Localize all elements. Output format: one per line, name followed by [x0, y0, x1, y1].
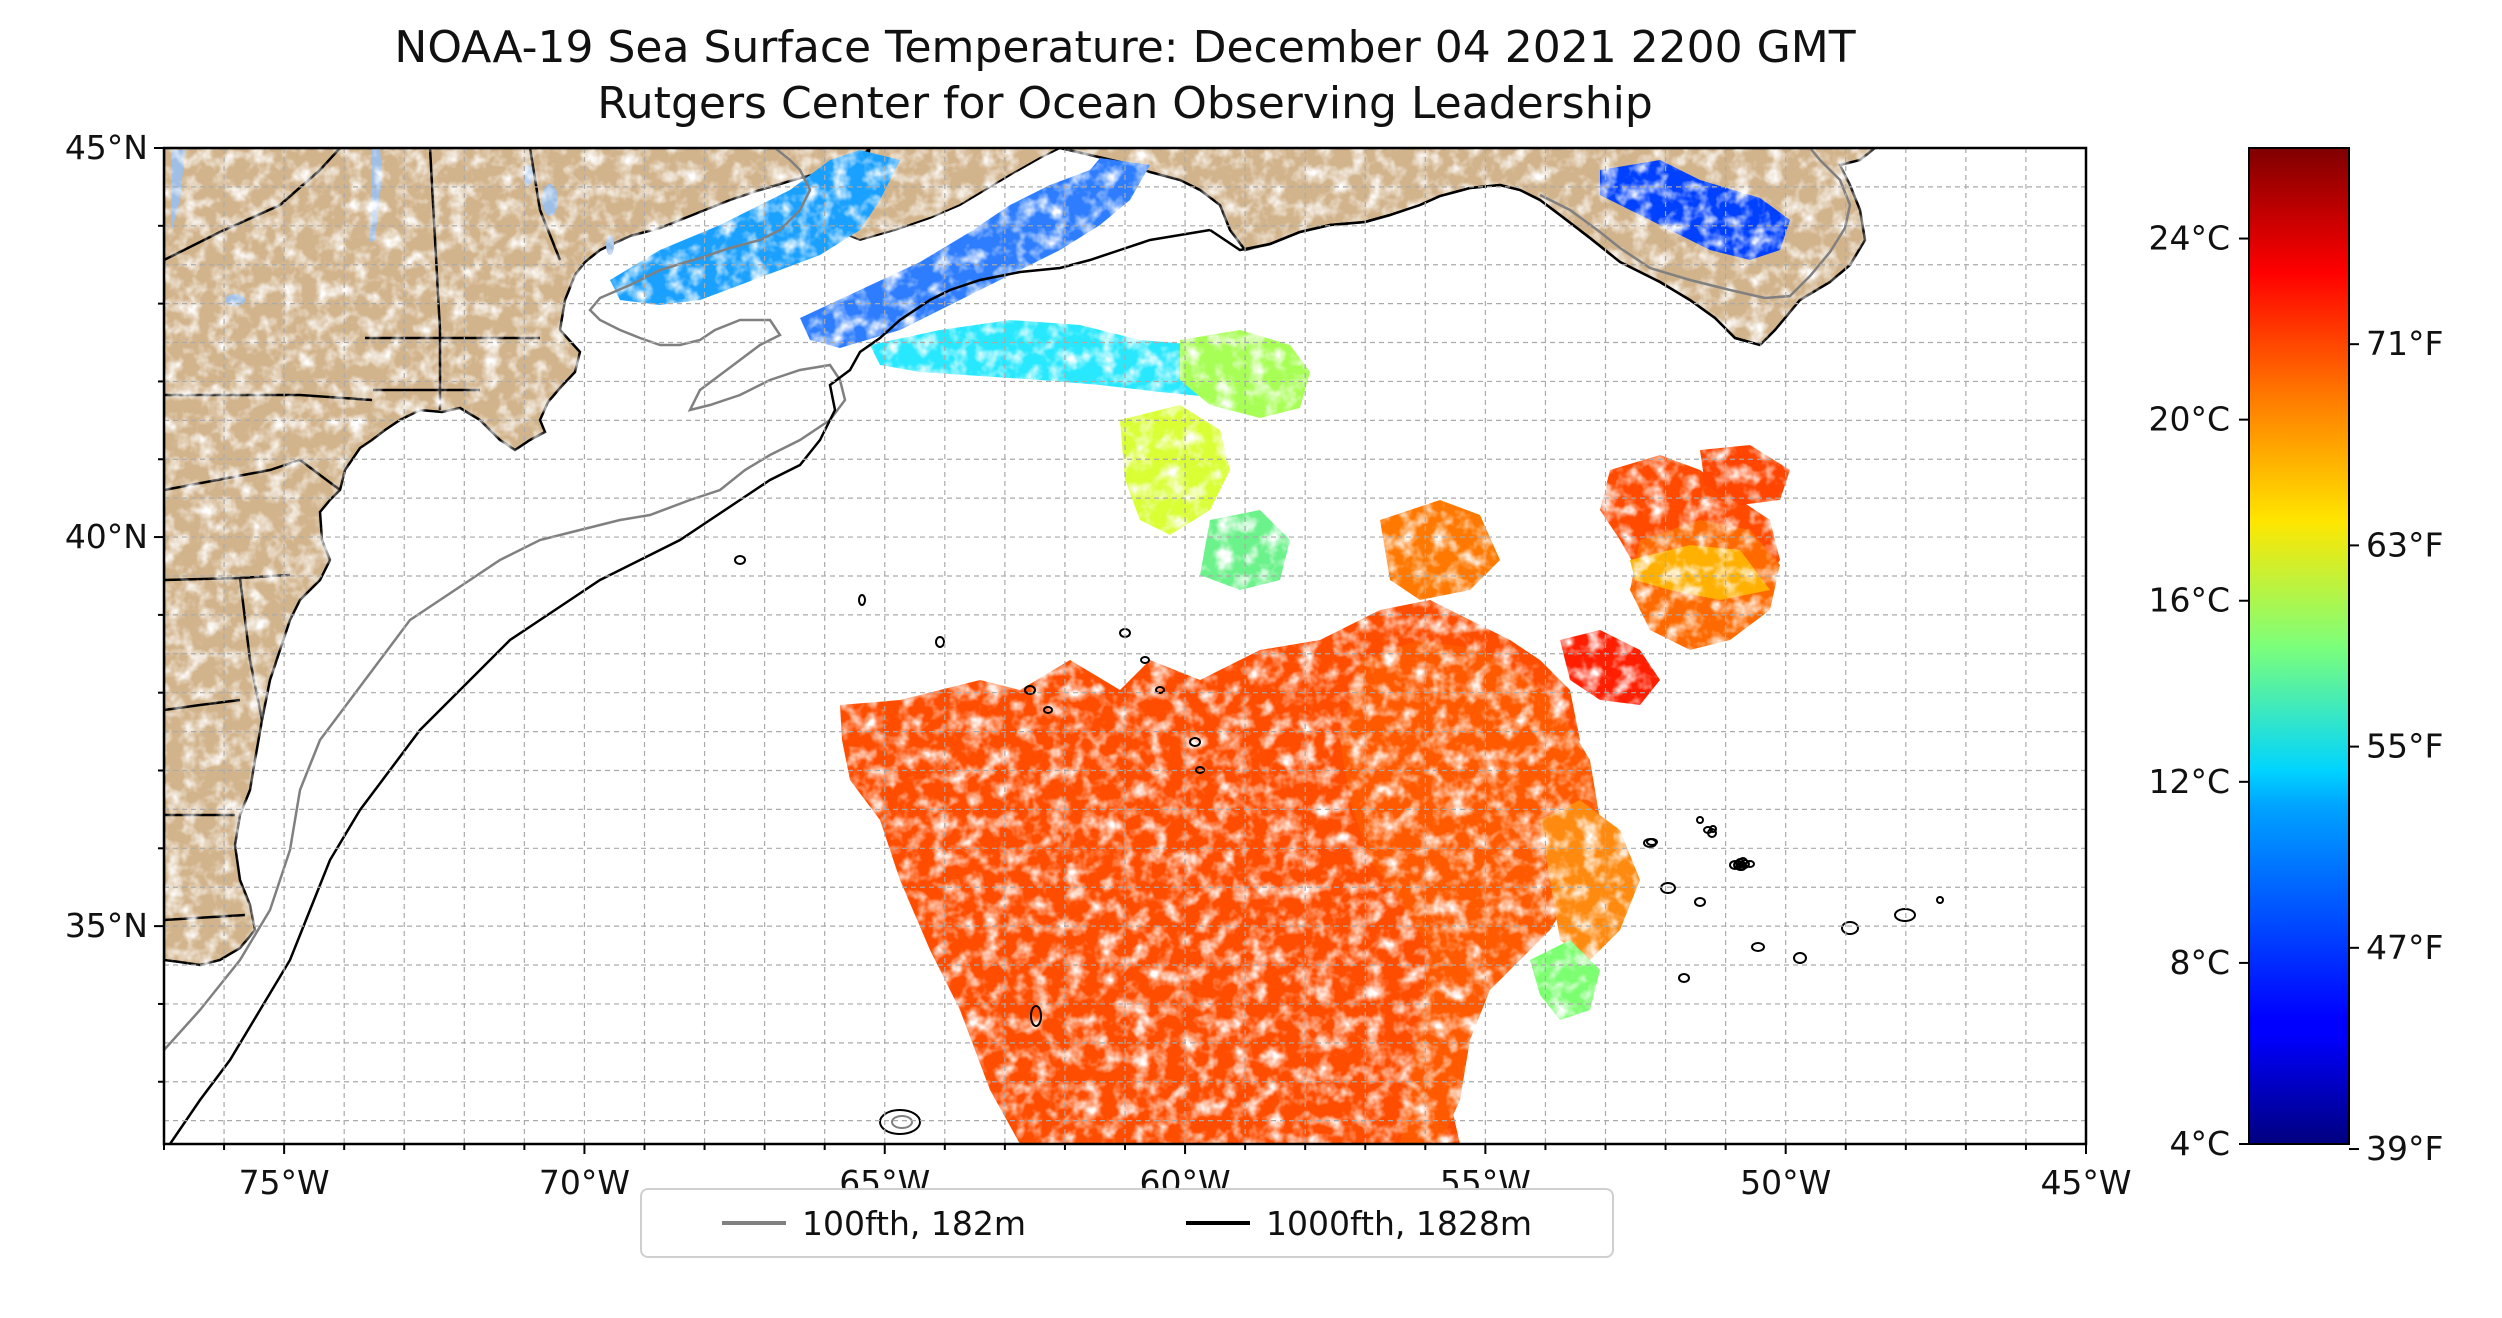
legend-entry-100fth: 100fth, 182m: [722, 1204, 1026, 1243]
colorbar-gradient: [2248, 147, 2350, 1145]
celsius-tick-label: 4°C: [2169, 1124, 2230, 1163]
fahrenheit-tick-label: 47°F: [2366, 928, 2443, 967]
colorbar-fahrenheit-ticks: 71°F 63°F 55°F 47°F 39°F: [2349, 324, 2443, 1168]
map-area: [164, 148, 2086, 1144]
contour-100fth-east: [1539, 148, 1852, 300]
title-line-2: Rutgers Center for Ocean Observing Leade…: [597, 78, 1653, 129]
figure-title: NOAA-19 Sea Surface Temperature: Decembe…: [164, 20, 2086, 132]
gridlines: [164, 148, 2086, 1144]
legend-label-100fth: 100fth, 182m: [802, 1203, 1026, 1243]
celsius-tick-label: 16°C: [2148, 581, 2230, 620]
celsius-tick-label: 20°C: [2148, 400, 2230, 439]
celsius-tick-label: 8°C: [2169, 943, 2230, 982]
lat-tick-label: 40°N: [65, 517, 148, 556]
colorbar-celsius-ticks: 24°C 20°C 16°C 12°C 8°C 4°C: [2148, 219, 2249, 1163]
celsius-tick-label: 24°C: [2148, 219, 2230, 258]
latitude-labels: 45°N 40°N 35°N: [65, 128, 148, 945]
fahrenheit-tick-label: 71°F: [2366, 324, 2443, 363]
fahrenheit-tick-label: 39°F: [2366, 1129, 2443, 1168]
legend-entry-1000fth: 1000fth, 1828m: [1186, 1204, 1532, 1243]
legend-line-1000fth: [1186, 1221, 1250, 1225]
lon-tick-label: 50°W: [1740, 1163, 1831, 1202]
lon-tick-label: 70°W: [539, 1163, 630, 1202]
lon-tick-label: 45°W: [2040, 1163, 2131, 1202]
fahrenheit-tick-label: 63°F: [2366, 525, 2443, 564]
axis-ticks: [154, 147, 2087, 1154]
lat-tick-label: 45°N: [65, 128, 148, 167]
celsius-tick-label: 12°C: [2148, 762, 2230, 801]
lon-tick-label: 75°W: [239, 1163, 330, 1202]
title-line-1: NOAA-19 Sea Surface Temperature: Decembe…: [394, 22, 1856, 73]
legend-line-100fth: [722, 1221, 786, 1225]
fahrenheit-tick-label: 55°F: [2366, 727, 2443, 766]
lat-tick-label: 35°N: [65, 906, 148, 945]
legend-label-1000fth: 1000fth, 1828m: [1266, 1203, 1532, 1243]
contour-100fth: [164, 148, 847, 1051]
contour-1000fth: [168, 228, 1211, 1144]
seamounts: [734, 555, 1944, 1135]
colorbar: 24°C 20°C 16°C 12°C 8°C 4°C 71°F 63°F 55°F 47°F 3…: [2148, 147, 2443, 1168]
legend: 100fth, 182m 1000fth, 1828m: [640, 1188, 1614, 1258]
contour-1000fth-east: [1209, 183, 1761, 347]
